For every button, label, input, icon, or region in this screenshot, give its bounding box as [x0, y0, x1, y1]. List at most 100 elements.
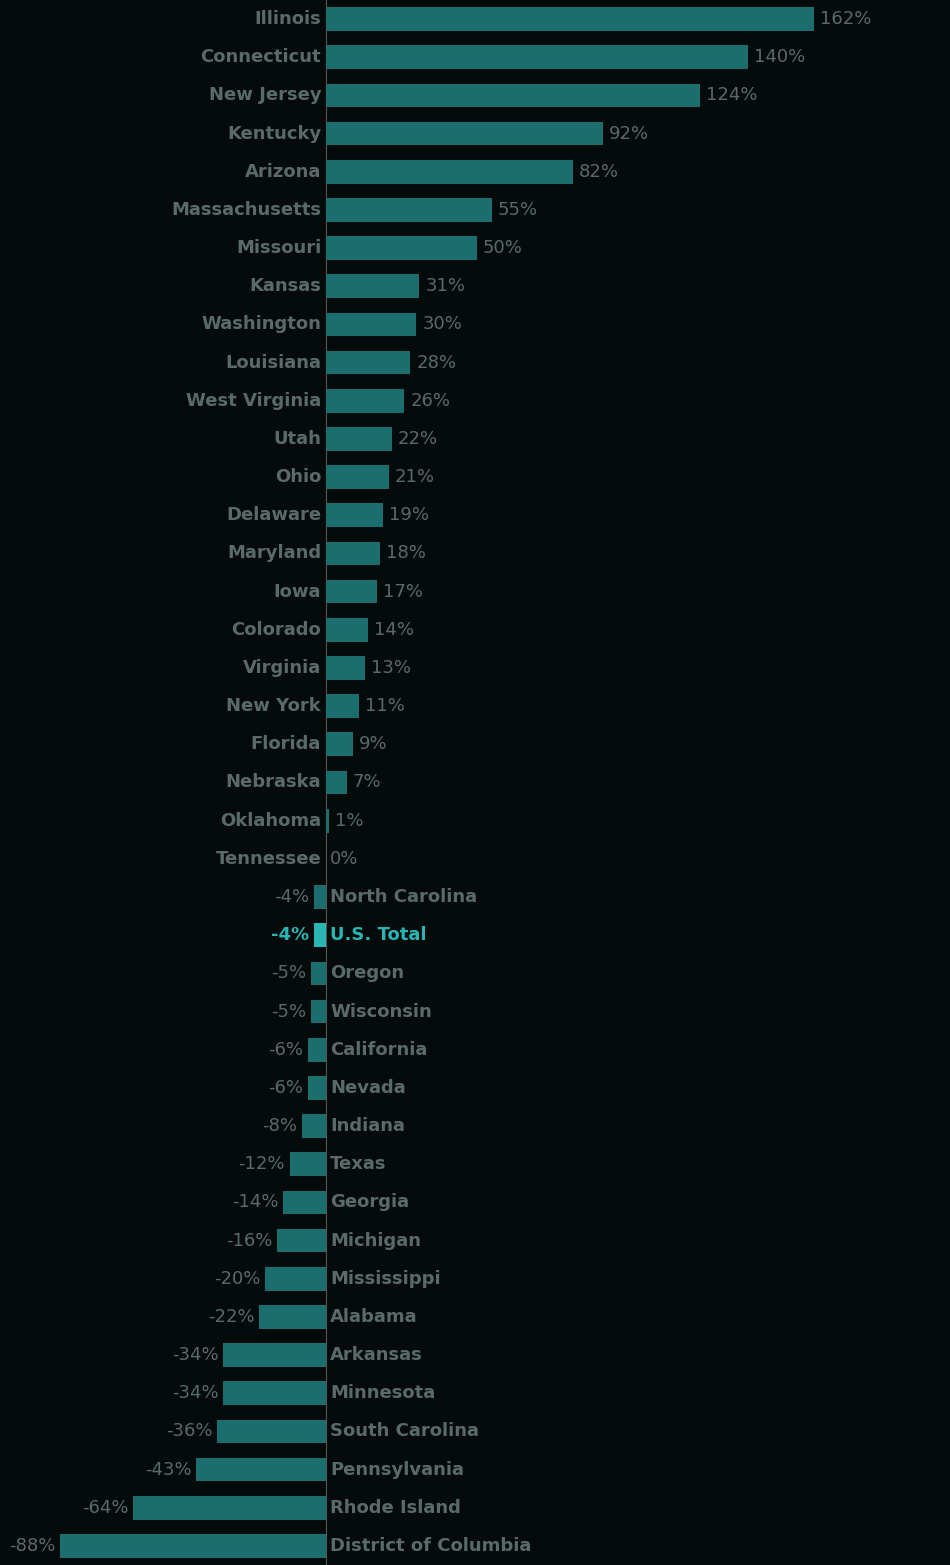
Bar — [311, 961, 326, 986]
Text: Tennessee: Tennessee — [216, 850, 321, 869]
Text: 124%: 124% — [706, 86, 757, 105]
Text: Wisconsin: Wisconsin — [331, 1003, 432, 1020]
Text: 0%: 0% — [331, 850, 358, 869]
Text: 30%: 30% — [422, 316, 462, 333]
Text: 50%: 50% — [483, 239, 522, 257]
Bar — [133, 1496, 326, 1520]
Text: Rhode Island: Rhode Island — [331, 1499, 461, 1516]
Bar — [326, 8, 814, 31]
Text: Georgia: Georgia — [331, 1194, 409, 1211]
Text: Arizona: Arizona — [245, 163, 321, 182]
Text: Kentucky: Kentucky — [227, 125, 321, 142]
Bar — [314, 886, 326, 909]
Text: Utah: Utah — [274, 430, 321, 448]
Bar — [301, 1114, 326, 1138]
Text: Nevada: Nevada — [331, 1078, 406, 1097]
Text: 31%: 31% — [426, 277, 466, 296]
Bar — [326, 199, 491, 222]
Bar — [326, 579, 377, 604]
Bar — [326, 45, 748, 69]
Text: 7%: 7% — [352, 773, 382, 792]
Bar — [326, 160, 573, 183]
Text: 28%: 28% — [416, 354, 456, 371]
Text: District of Columbia: District of Columbia — [331, 1537, 532, 1556]
Text: 13%: 13% — [370, 659, 411, 678]
Text: Illinois: Illinois — [255, 9, 321, 28]
Bar — [311, 1000, 326, 1024]
Text: -6%: -6% — [268, 1041, 303, 1058]
Text: Mississippi: Mississippi — [331, 1269, 441, 1288]
Text: Pennsylvania: Pennsylvania — [331, 1460, 465, 1479]
Text: -20%: -20% — [215, 1269, 261, 1288]
Text: Massachusetts: Massachusetts — [171, 200, 321, 219]
Bar — [326, 313, 416, 336]
Text: Indiana: Indiana — [331, 1117, 406, 1135]
Bar — [277, 1229, 326, 1252]
Bar — [326, 390, 404, 413]
Text: -36%: -36% — [166, 1423, 213, 1440]
Text: 22%: 22% — [398, 430, 438, 448]
Text: 9%: 9% — [359, 736, 388, 753]
Text: Oklahoma: Oklahoma — [220, 812, 321, 829]
Bar — [314, 923, 326, 947]
Text: Washington: Washington — [201, 316, 321, 333]
Bar — [326, 809, 329, 833]
Text: -4%: -4% — [271, 926, 309, 944]
Text: Florida: Florida — [251, 736, 321, 753]
Text: Iowa: Iowa — [274, 582, 321, 601]
Bar — [259, 1305, 326, 1329]
Text: North Carolina: North Carolina — [331, 887, 477, 906]
Text: New York: New York — [226, 696, 321, 715]
Bar — [326, 504, 383, 527]
Text: -14%: -14% — [233, 1194, 279, 1211]
Text: Kansas: Kansas — [249, 277, 321, 296]
Bar — [196, 1457, 326, 1482]
Bar — [326, 541, 380, 565]
Text: Colorado: Colorado — [232, 621, 321, 639]
Text: -5%: -5% — [271, 964, 306, 983]
Bar — [326, 695, 359, 718]
Text: 18%: 18% — [386, 545, 426, 562]
Text: Texas: Texas — [331, 1155, 387, 1174]
Text: New Jersey: New Jersey — [209, 86, 321, 105]
Bar — [326, 656, 365, 679]
Text: 19%: 19% — [390, 507, 429, 524]
Text: 17%: 17% — [383, 582, 423, 601]
Bar — [60, 1534, 326, 1557]
Bar — [223, 1382, 326, 1405]
Text: 21%: 21% — [395, 468, 435, 487]
Bar — [326, 732, 352, 756]
Bar — [290, 1152, 326, 1175]
Text: -6%: -6% — [268, 1078, 303, 1097]
Text: Ohio: Ohio — [275, 468, 321, 487]
Bar — [326, 236, 477, 260]
Bar — [308, 1077, 326, 1100]
Bar — [326, 770, 347, 795]
Bar — [308, 1038, 326, 1061]
Text: 55%: 55% — [498, 200, 538, 219]
Text: -12%: -12% — [238, 1155, 285, 1174]
Text: -5%: -5% — [271, 1003, 306, 1020]
Text: 140%: 140% — [754, 49, 806, 66]
Bar — [326, 427, 392, 451]
Bar — [265, 1268, 326, 1291]
Bar — [326, 122, 603, 146]
Text: 92%: 92% — [609, 125, 650, 142]
Text: -4%: -4% — [274, 887, 309, 906]
Text: Michigan: Michigan — [331, 1232, 421, 1249]
Text: Connecticut: Connecticut — [200, 49, 321, 66]
Text: Alabama: Alabama — [331, 1308, 418, 1326]
Text: -43%: -43% — [145, 1460, 192, 1479]
Text: -88%: -88% — [10, 1537, 56, 1556]
Text: -64%: -64% — [82, 1499, 128, 1516]
Text: Virginia: Virginia — [243, 659, 321, 678]
Bar — [283, 1191, 326, 1214]
Text: Arkansas: Arkansas — [331, 1346, 423, 1365]
Text: West Virginia: West Virginia — [186, 391, 321, 410]
Text: 1%: 1% — [334, 812, 363, 829]
Text: 14%: 14% — [374, 621, 414, 639]
Text: U.S. Total: U.S. Total — [331, 926, 427, 944]
Text: -34%: -34% — [172, 1383, 218, 1402]
Text: -16%: -16% — [226, 1232, 273, 1249]
Text: -34%: -34% — [172, 1346, 218, 1365]
